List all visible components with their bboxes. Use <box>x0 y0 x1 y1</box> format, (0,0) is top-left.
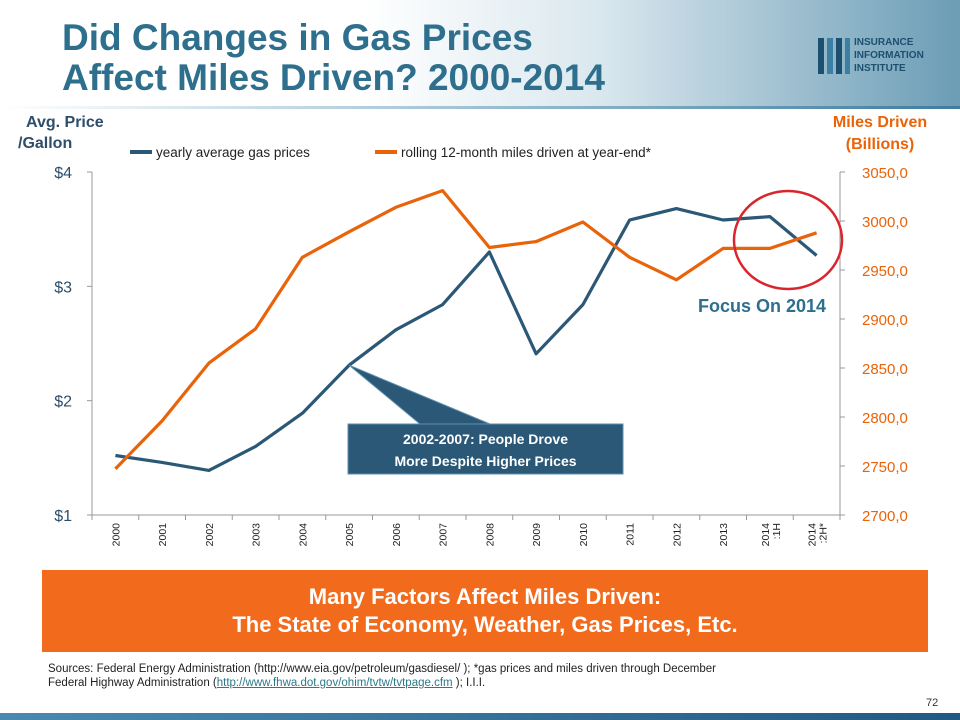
x-tick-label: 2007 <box>438 523 450 547</box>
annotation-text-line2: More Despite Higher Prices <box>394 453 576 469</box>
x-tick-label: 2001 <box>157 523 169 547</box>
x-tick-label: 2003 <box>251 523 263 547</box>
page-title: Did Changes in Gas Prices Affect Miles D… <box>62 18 605 98</box>
legend-label-2: rolling 12-month miles driven at year-en… <box>401 145 652 160</box>
x-tick-label: 2014:2H* <box>807 523 830 547</box>
right-tick-label: 2950,0 <box>862 263 908 280</box>
footer-bar <box>0 713 960 720</box>
x-tick-label: 2005 <box>344 523 356 547</box>
sources-line2-prefix: Federal Highway Administration ( <box>48 677 217 689</box>
x-tick-label-part: 2010 <box>578 523 590 547</box>
right-tick-label: 2800,0 <box>862 410 908 427</box>
left-axis-title-line2: /Gallon <box>18 135 73 152</box>
x-tick-label-part: 2005 <box>344 523 356 547</box>
sources-line2-suffix: ); I.I.I. <box>452 677 486 689</box>
right-axis-title-line1: Miles Driven <box>832 114 928 131</box>
left-axis-title: Avg. Price /Gallon <box>18 112 138 154</box>
left-axis-title-line1: Avg. Price <box>26 114 104 131</box>
fhwa-link[interactable]: http://www.fhwa.dot.gov/ohim/tvtw/tvtpag… <box>216 677 453 689</box>
x-tick-label: 2008 <box>484 523 496 547</box>
x-tick-label-part: 2003 <box>251 523 263 547</box>
x-tick-label: 2014:1H <box>760 523 783 547</box>
x-tick-label-part: :2H* <box>818 523 830 543</box>
sources-line2: Federal Highway Administration (http://w… <box>48 676 928 690</box>
right-tick-label: 3050,0 <box>862 165 908 182</box>
x-tick-label-part: 2001 <box>157 523 169 547</box>
page-number: 72 <box>926 697 939 709</box>
x-tick-label-part: 2004 <box>297 523 309 547</box>
x-tick-label-part: 2013 <box>718 523 730 547</box>
iii-logo: INSURANCE INFORMATION INSTITUTE <box>818 36 948 80</box>
x-tick-label-part: 2014 <box>807 523 819 547</box>
x-tick-label-part: 2014 <box>760 523 772 547</box>
x-tick-label-part: 2008 <box>484 523 496 547</box>
left-tick-label: $2 <box>54 394 72 411</box>
sources-note: Sources: Federal Energy Administration (… <box>48 662 928 690</box>
x-tick-label: 2000 <box>110 523 122 547</box>
x-tick-label: 2013 <box>718 523 730 547</box>
legend-label-1: yearly average gas prices <box>156 145 310 160</box>
header-divider <box>0 106 960 109</box>
gas-price-line <box>115 207 818 472</box>
right-tick-label: 2900,0 <box>862 312 908 329</box>
left-tick-label: $3 <box>54 279 72 296</box>
x-tick-label-part: 2006 <box>391 523 403 547</box>
right-tick-label: 2700,0 <box>862 508 908 525</box>
x-tick-label: 2010 <box>578 523 590 547</box>
logo-line3: INSTITUTE <box>854 63 906 74</box>
summary-banner: Many Factors Affect Miles Driven: The St… <box>42 570 928 652</box>
logo-line1: INSURANCE <box>854 37 914 48</box>
x-tick-label-part: 2012 <box>671 523 683 547</box>
x-tick-label: 2011 <box>625 523 637 546</box>
x-tick-label-part: 2007 <box>438 523 450 547</box>
x-tick-label: 2006 <box>391 523 403 547</box>
x-tick-label: 2012 <box>671 523 683 547</box>
miles-driven-line <box>114 189 818 471</box>
annotation-pointer <box>348 364 491 425</box>
iii-logo-mark-icon <box>818 38 850 74</box>
focus-label: Focus On 2014 <box>698 296 826 316</box>
right-tick-label: 2850,0 <box>862 361 908 378</box>
left-tick-label: $1 <box>54 508 72 525</box>
right-tick-label: 3000,0 <box>862 214 908 231</box>
sources-line1: Sources: Federal Energy Administration (… <box>48 663 716 675</box>
x-tick-label: 2009 <box>531 523 543 547</box>
right-tick-label: 2750,0 <box>862 459 908 476</box>
banner-line1: Many Factors Affect Miles Driven: <box>308 584 662 609</box>
page-title-line2: Affect Miles Driven? 2000-2014 <box>62 57 605 98</box>
page-title-line1: Did Changes in Gas Prices <box>62 17 533 58</box>
x-tick-label-part: :1H <box>771 523 783 539</box>
x-tick-label-part: 2002 <box>204 523 216 547</box>
right-axis-title-line2: (Billions) <box>845 136 915 153</box>
logo-line2: INFORMATION <box>854 50 924 61</box>
annotation-text-line1: 2002-2007: People Drove <box>403 431 568 447</box>
dual-axis-line-chart: $1 $2 $3 $4 2700,0 2750,0 2800,0 2850,0 2900,0 29… <box>54 145 908 547</box>
x-tick-label-part: 2000 <box>110 523 122 547</box>
x-tick-label-part: 2011 <box>625 523 637 546</box>
header-background <box>0 0 960 108</box>
x-tick-label: 2004 <box>297 523 309 547</box>
annotation-box <box>347 423 624 475</box>
banner-line2: The State of Economy, Weather, Gas Price… <box>232 612 738 637</box>
x-tick-label-part: 2009 <box>531 523 543 547</box>
focus-circle <box>732 189 844 291</box>
x-tick-label: 2002 <box>204 523 216 547</box>
left-tick-label: $4 <box>54 165 72 182</box>
right-axis-title: Miles Driven (Billions) <box>810 112 950 156</box>
